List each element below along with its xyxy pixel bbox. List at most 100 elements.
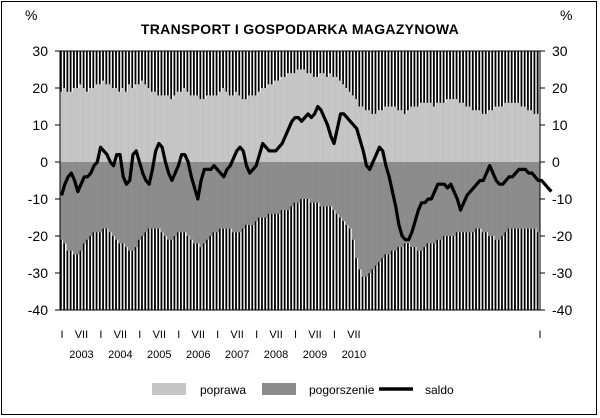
bar-pogorszenie: [154, 162, 158, 229]
bar-poprawa: [497, 106, 502, 162]
bar-pogorszenie: [128, 162, 132, 251]
bar-poprawa: [131, 88, 135, 162]
bar-poprawa: [173, 95, 177, 162]
bar-pogorszenie: [423, 162, 427, 248]
bar-poprawa: [468, 106, 473, 162]
bar-pogorszenie: [397, 162, 401, 248]
bar-poprawa: [432, 106, 437, 162]
bar-pogorszenie: [189, 162, 194, 240]
bar-poprawa: [452, 99, 456, 162]
bar-pogorszenie: [163, 162, 168, 236]
bar-pogorszenie: [300, 162, 304, 199]
bar-poprawa: [520, 106, 524, 162]
bar-poprawa: [484, 113, 489, 162]
bar-poprawa: [264, 88, 268, 162]
y-unit-right: %: [560, 7, 572, 23]
y-unit-left: %: [25, 7, 37, 23]
y-tick-label-right: -40: [552, 302, 572, 318]
bar-pogorszenie: [316, 162, 320, 203]
bar-pogorszenie: [124, 162, 129, 248]
bar-poprawa: [283, 76, 288, 162]
bar-pogorszenie: [325, 162, 330, 207]
bar-poprawa: [332, 76, 336, 162]
bar-pogorszenie: [481, 162, 486, 233]
bar-pogorszenie: [238, 162, 242, 233]
x-tick-label-year: 2009: [303, 349, 327, 361]
x-tick-label-month: VII: [191, 329, 204, 341]
bar-poprawa: [407, 110, 411, 162]
bar-poprawa: [192, 95, 197, 162]
bar-pogorszenie: [462, 162, 466, 233]
x-tick-label-month: I: [333, 329, 336, 341]
bar-poprawa: [98, 84, 103, 162]
bar-poprawa: [102, 80, 106, 162]
bar-poprawa: [533, 113, 537, 162]
bar-poprawa: [517, 102, 521, 162]
bar-pogorszenie: [261, 162, 265, 218]
bar-poprawa: [287, 73, 291, 162]
bar-pogorszenie: [377, 162, 382, 262]
bar-poprawa: [342, 84, 346, 162]
bar-pogorszenie: [501, 162, 505, 236]
bar-poprawa: [348, 91, 353, 162]
bar-pogorszenie: [257, 162, 262, 218]
bar-poprawa: [205, 95, 210, 162]
bar-pogorszenie: [319, 162, 323, 207]
x-tick-label-year: 2006: [186, 349, 210, 361]
bar-poprawa: [254, 95, 259, 162]
bar-poprawa: [89, 88, 93, 162]
bar-poprawa: [436, 102, 440, 162]
bar-pogorszenie: [225, 162, 229, 229]
bar-poprawa: [394, 106, 398, 162]
bar-pogorszenie: [287, 162, 291, 211]
bar-poprawa: [280, 76, 284, 162]
bar-pogorszenie: [436, 162, 440, 240]
x-tick-label-month: I: [138, 329, 141, 341]
bar-pogorszenie: [209, 162, 213, 236]
bar-pogorszenie: [63, 162, 67, 244]
bar-pogorszenie: [533, 162, 537, 229]
y-tick-label-left: -10: [28, 191, 48, 207]
x-tick-label-month: VII: [75, 329, 88, 341]
bar-pogorszenie: [368, 162, 372, 273]
bar-poprawa: [449, 99, 453, 162]
bar-poprawa: [228, 95, 233, 162]
bar-pogorszenie: [160, 162, 164, 233]
legend-swatch-poprawa: [152, 383, 186, 395]
bar-pogorszenie: [92, 162, 96, 233]
bar-poprawa: [79, 84, 83, 162]
bar-pogorszenie: [98, 162, 103, 233]
y-tick-label-right: -30: [552, 265, 572, 281]
bar-pogorszenie: [445, 162, 450, 236]
bar-poprawa: [261, 88, 265, 162]
bar-pogorszenie: [290, 162, 294, 207]
bar-pogorszenie: [374, 162, 379, 266]
bar-poprawa: [160, 95, 164, 162]
x-tick-label-month: I: [216, 329, 219, 341]
bar-pogorszenie: [494, 162, 499, 240]
bar-poprawa: [238, 95, 242, 162]
bar-pogorszenie: [79, 162, 83, 251]
bar-pogorszenie: [196, 162, 200, 244]
x-tick-label-month: VII: [230, 329, 243, 341]
bar-poprawa: [199, 99, 203, 162]
bar-poprawa: [462, 102, 466, 162]
bar-pogorszenie: [147, 162, 152, 229]
bar-pogorszenie: [121, 162, 126, 244]
x-tick-label-year: 2010: [342, 349, 366, 361]
bar-poprawa: [368, 110, 372, 162]
bar-pogorszenie: [141, 162, 145, 236]
bar-pogorszenie: [186, 162, 190, 236]
bar-pogorszenie: [384, 162, 388, 255]
y-tick-label-right: 10: [552, 117, 568, 133]
bar-poprawa: [147, 88, 152, 162]
bar-pogorszenie: [176, 162, 181, 233]
y-tick-label-right: 20: [552, 80, 568, 96]
bar-pogorszenie: [410, 162, 414, 248]
x-tick-label-month: VII: [114, 329, 127, 341]
bar-poprawa: [416, 106, 421, 162]
bar-poprawa: [426, 102, 430, 162]
bar-poprawa: [390, 106, 395, 162]
bar-poprawa: [316, 76, 320, 162]
